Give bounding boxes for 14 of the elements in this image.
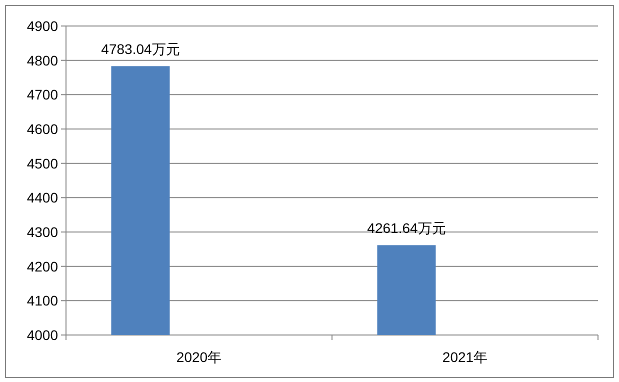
- y-tick-label: 4900: [26, 18, 58, 34]
- y-tick-label: 4800: [26, 52, 58, 68]
- x-tick-label: 2021年: [442, 349, 488, 365]
- y-tick-label: 4300: [26, 224, 58, 240]
- y-tick-label: 4400: [26, 190, 58, 206]
- y-tick-label: 4500: [26, 155, 58, 172]
- y-tick-label: 4600: [26, 121, 58, 137]
- y-tick-label: 4700: [26, 86, 58, 103]
- x-tick-label: 2020年: [176, 349, 222, 365]
- y-tick-label: 4100: [26, 292, 58, 309]
- data-label: 4261.64万元: [367, 220, 446, 236]
- y-tick-label: 4200: [26, 258, 58, 274]
- data-label: 4783.04万元: [101, 41, 180, 58]
- y-tick-label: 4000: [26, 327, 58, 343]
